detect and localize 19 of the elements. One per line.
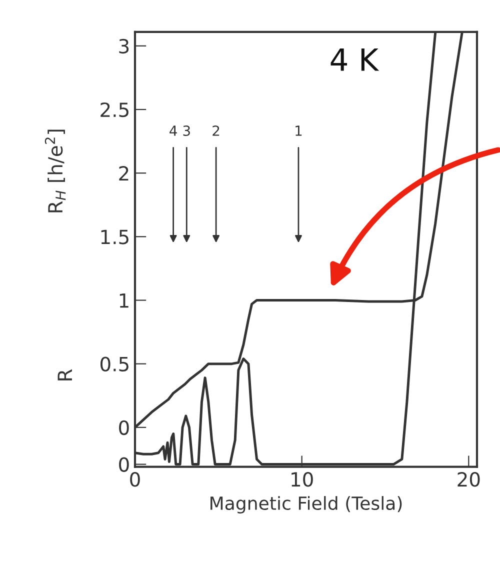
annotation: 4 K	[330, 48, 380, 71]
x-tick-label: 10	[292, 472, 313, 487]
annotation: 3	[183, 125, 190, 136]
y-tick-label: 2	[119, 166, 128, 180]
annotation: 1	[296, 126, 302, 136]
y-tick-label: 1	[120, 293, 128, 308]
y-tick-label: 0	[119, 420, 129, 436]
y-tick-label: 1.5	[101, 230, 128, 244]
y-axis-title: R$_{H}$ [h/e$^{2}$]	[44, 130, 66, 212]
text: R	[58, 369, 72, 380]
annotation: 2	[212, 125, 220, 136]
y-tick-label: 2.5	[100, 102, 128, 118]
y-tick-label: 3	[119, 38, 129, 54]
y-tick-label: 0	[119, 457, 129, 472]
x-axis-title: Magnetic Field (Tesla)	[210, 496, 402, 514]
x-tick-label: 20	[458, 472, 480, 487]
annotation: 4	[170, 126, 177, 136]
y-tick-label: 0.5	[100, 356, 128, 372]
x-tick-label: 0	[130, 472, 140, 487]
